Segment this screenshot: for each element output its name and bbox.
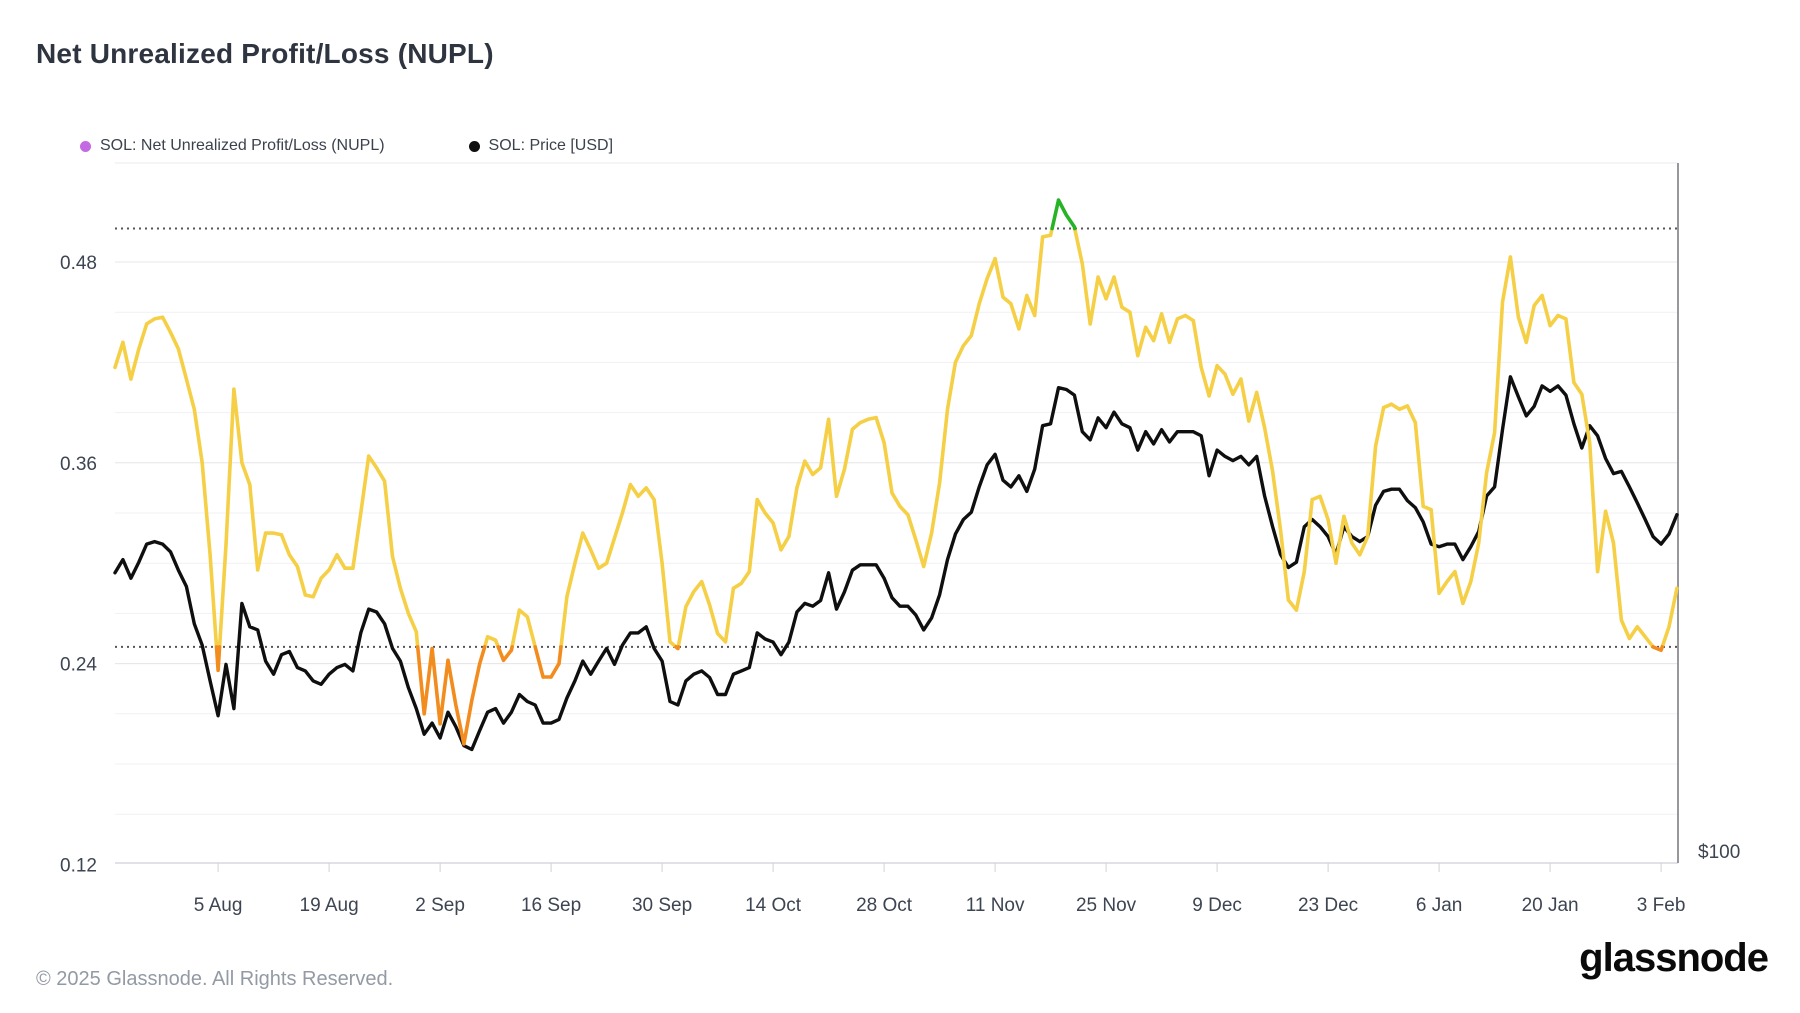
legend-item-price[interactable]: SOL: Price [USD] bbox=[468, 137, 614, 155]
x-axis-tick-label: 14 Oct bbox=[745, 895, 802, 916]
nupl-line-orange bbox=[214, 645, 1664, 746]
price-legend-dot-icon bbox=[468, 140, 480, 152]
x-axis-tick-label: 23 Dec bbox=[1298, 895, 1358, 916]
y-axis-tick-label: 0.12 bbox=[60, 855, 97, 876]
x-axis-tick-label: 20 Jan bbox=[1522, 895, 1579, 916]
legend-item-price-label: SOL: Price [USD] bbox=[488, 137, 614, 154]
x-axis-tick-label: 3 Feb bbox=[1637, 895, 1686, 916]
x-axis-tick-label: 16 Sep bbox=[521, 895, 581, 916]
nupl-line-yellow bbox=[113, 226, 1679, 649]
glassnode-logo: glassnode bbox=[1579, 936, 1769, 980]
nupl-line-green bbox=[1050, 198, 1077, 231]
x-axis-tick-label: 2 Sep bbox=[415, 895, 465, 916]
y-axis-tick-label: 0.48 bbox=[60, 253, 97, 274]
y-axis-tick-label: 0.24 bbox=[60, 655, 97, 676]
x-axis-tick-label: 5 Aug bbox=[194, 895, 243, 916]
x-axis-tick-label: 19 Aug bbox=[300, 895, 359, 916]
x-axis-tick-label: 6 Jan bbox=[1416, 895, 1462, 916]
price-line bbox=[113, 375, 1679, 752]
x-axis-tick-label: 11 Nov bbox=[966, 895, 1025, 916]
legend-item-nupl-label: SOL: Net Unrealized Profit/Loss (NUPL) bbox=[100, 137, 385, 154]
chart-legend: SOL: Net Unrealized Profit/Loss (NUPL) S… bbox=[80, 137, 613, 155]
page-title: Net Unrealized Profit/Loss (NUPL) bbox=[36, 38, 494, 69]
y-axis-tick-label: 0.36 bbox=[60, 454, 97, 475]
nupl-legend-dot-icon bbox=[80, 140, 91, 152]
x-axis-tick-label: 28 Oct bbox=[856, 895, 913, 916]
copyright-text: © 2025 Glassnode. All Rights Reserved. bbox=[36, 968, 394, 990]
x-axis-tick-label: 30 Sep bbox=[632, 895, 692, 916]
right-axis-price-label: $100 bbox=[1698, 842, 1741, 863]
x-axis-tick-label: 25 Nov bbox=[1076, 895, 1137, 916]
legend-item-nupl[interactable]: SOL: Net Unrealized Profit/Loss (NUPL) bbox=[80, 137, 385, 155]
x-axis-tick-label: 9 Dec bbox=[1192, 895, 1242, 916]
